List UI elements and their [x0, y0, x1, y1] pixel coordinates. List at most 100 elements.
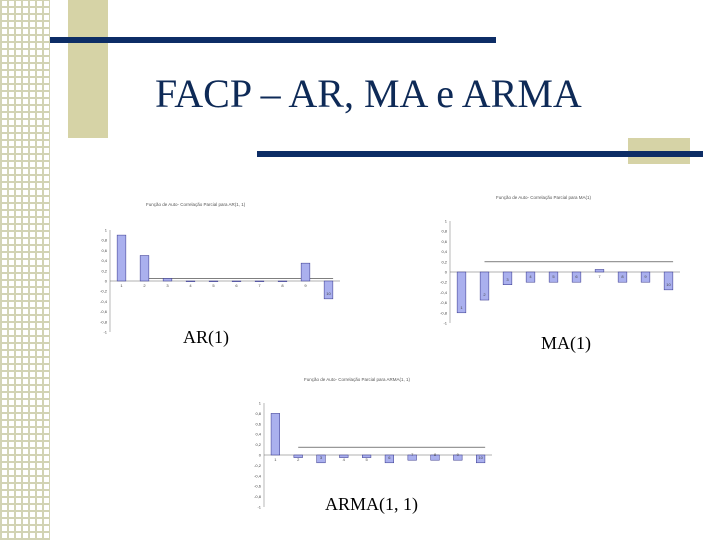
bar [663, 271, 674, 291]
x-tick-label: 2 [483, 292, 486, 297]
x-tick-label: 3 [506, 277, 509, 282]
x-tick-label: 5 [552, 274, 555, 279]
x-tick-label: 10 [666, 282, 671, 287]
x-tick-label: 2 [297, 457, 300, 462]
y-tick-label: 0,8 [441, 229, 447, 234]
bar [339, 454, 349, 458]
y-tick-label: -0,4 [254, 473, 262, 478]
y-tick-label: -1 [103, 330, 107, 335]
y-tick-label: -0,2 [254, 463, 262, 468]
bar [116, 234, 127, 282]
x-tick-label: 8 [621, 274, 624, 279]
decorative-rule-bottom [257, 151, 703, 157]
decorative-tan-block-left [68, 0, 108, 138]
y-tick-label: -0,4 [100, 299, 108, 304]
x-tick-label: 6 [235, 283, 238, 288]
y-tick-label: 0 [105, 279, 108, 284]
chart-title: Função de Auto- Correlação Parcial para … [496, 195, 592, 200]
x-tick-label: 7 [598, 274, 601, 279]
bar [479, 271, 490, 301]
bar [231, 280, 242, 282]
bar [162, 278, 173, 282]
chart-ar1: Função de Auto- Correlação Parcial para … [100, 202, 340, 335]
bar [525, 271, 536, 283]
decorative-rule-top [50, 37, 496, 43]
x-tick-label: 7 [411, 452, 414, 457]
x-tick-label: 4 [189, 283, 192, 288]
y-tick-label: -1 [443, 321, 447, 326]
bar [185, 280, 196, 282]
bar [208, 280, 219, 282]
bar [594, 269, 605, 273]
slide-title: FACP – AR, MA e ARMA [155, 71, 582, 116]
bar [323, 280, 334, 300]
bar [456, 271, 467, 314]
chart-arma11: Função de Auto- Correlação Parcial para … [254, 377, 492, 510]
x-tick-label: 6 [388, 455, 391, 460]
x-tick-label: 7 [258, 283, 261, 288]
y-tick-label: 0,8 [101, 238, 107, 243]
x-tick-label: 3 [320, 455, 323, 460]
x-tick-label: 8 [434, 452, 437, 457]
y-tick-label: 0,6 [441, 239, 447, 244]
x-tick-label: 4 [529, 274, 532, 279]
x-tick-label: 2 [143, 283, 146, 288]
y-tick-label: 0,2 [441, 259, 447, 264]
bar [430, 454, 440, 461]
x-tick-label: 1 [274, 457, 277, 462]
x-tick-label: 10 [478, 455, 483, 460]
y-tick-label: 0,6 [255, 421, 261, 426]
bar [139, 255, 150, 282]
bar [407, 454, 417, 461]
caption-arma11: ARMA(1, 1) [325, 494, 418, 514]
y-tick-label: 0 [259, 453, 262, 458]
y-tick-label: 1 [445, 219, 448, 224]
y-tick-label: -0,6 [254, 484, 262, 489]
y-tick-label: -0,4 [440, 290, 448, 295]
x-tick-label: 10 [326, 291, 331, 296]
y-tick-label: 1 [105, 228, 108, 233]
y-tick-label: 0,4 [255, 432, 261, 437]
chart-title: Função de Auto- Correlação Parcial para … [304, 377, 411, 382]
y-tick-label: 1 [259, 401, 262, 406]
x-tick-label: 9 [644, 274, 647, 279]
y-tick-label: -0,6 [440, 300, 448, 305]
caption-ma1: MA(1) [541, 333, 591, 353]
x-tick-label: 9 [457, 452, 460, 457]
bar [277, 280, 288, 282]
y-tick-label: 0,2 [101, 268, 107, 273]
bar [453, 454, 463, 461]
y-tick-label: 0,2 [255, 442, 261, 447]
y-tick-label: 0 [445, 270, 448, 275]
chart-title: Função de Auto- Correlação Parcial para … [146, 202, 246, 207]
bar [270, 413, 280, 456]
x-tick-label: 4 [343, 457, 346, 462]
bar [362, 454, 372, 458]
x-tick-label: 3 [166, 283, 169, 288]
y-tick-label: 0,8 [255, 411, 261, 416]
bar [476, 454, 486, 464]
y-tick-label: -0,8 [100, 319, 108, 324]
x-tick-label: 5 [212, 283, 215, 288]
y-tick-label: -0,2 [440, 280, 448, 285]
bar [502, 271, 513, 285]
x-tick-label: 5 [365, 457, 368, 462]
y-tick-label: -0,8 [440, 310, 448, 315]
bar [571, 271, 582, 283]
y-tick-label: 0,6 [101, 248, 107, 253]
x-tick-label: 9 [304, 283, 307, 288]
bar [254, 280, 265, 282]
bar [384, 454, 394, 464]
chart-ma1: Função de Auto- Correlação Parcial para … [440, 195, 680, 326]
bar [548, 271, 559, 283]
bar [300, 262, 311, 282]
x-tick-label: 1 [120, 283, 123, 288]
caption-ar1: AR(1) [183, 327, 229, 347]
y-tick-label: -0,2 [100, 289, 108, 294]
x-tick-label: 6 [575, 274, 578, 279]
bar [617, 271, 628, 283]
bar [640, 271, 651, 283]
y-tick-label: -1 [257, 505, 261, 510]
decorative-stripes [0, 0, 50, 540]
y-tick-label: -0,6 [100, 309, 108, 314]
